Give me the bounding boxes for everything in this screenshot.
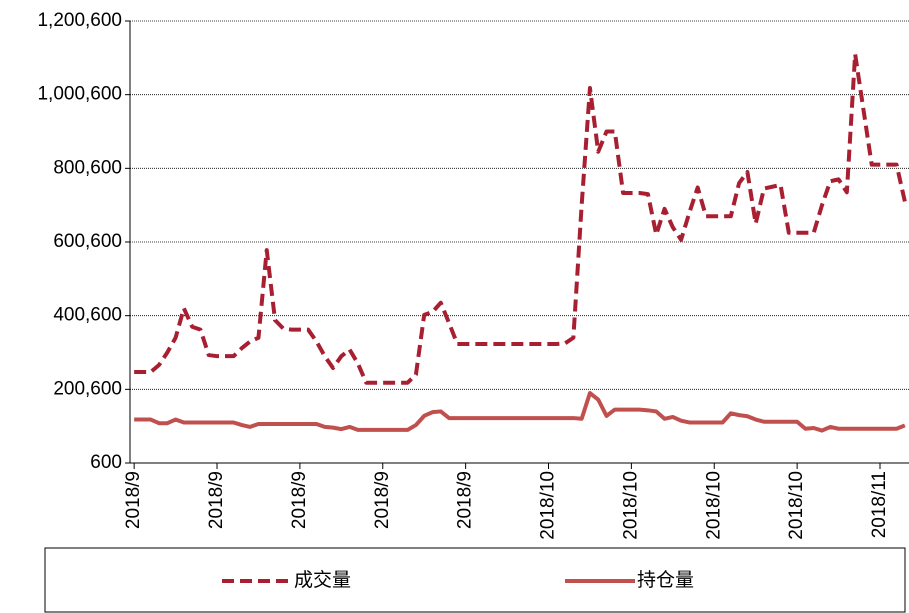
y-tick-label: 400,600 xyxy=(53,305,122,326)
x-tick-label: 2018/9 xyxy=(289,471,310,529)
x-tick-label: 2018/10 xyxy=(786,471,807,540)
y-tick-label: 1,000,600 xyxy=(37,84,122,105)
legend-label: 持仓量 xyxy=(637,569,694,591)
legend-box xyxy=(44,547,906,613)
x-tick-label: 2018/9 xyxy=(372,471,393,529)
y-tick-label: 800,600 xyxy=(53,157,122,178)
x-tick-label: 2018/10 xyxy=(538,471,559,540)
x-tick-label: 2018/10 xyxy=(620,471,641,540)
series-line xyxy=(134,391,906,433)
x-tick-label: 2018/9 xyxy=(206,471,227,529)
legend-label: 成交量 xyxy=(294,569,351,591)
x-tick-label: 2018/9 xyxy=(123,471,144,529)
y-tick-label: 600 xyxy=(90,452,122,473)
y-tick-label: 200,600 xyxy=(53,378,122,399)
x-tick-label: 2018/11 xyxy=(869,471,890,538)
x-tick-label: 2018/9 xyxy=(455,471,476,529)
y-tick-label: 600,600 xyxy=(53,231,122,252)
series-line xyxy=(134,52,907,385)
x-tick-label: 2018/10 xyxy=(703,471,724,540)
y-tick-label: 1,200,600 xyxy=(37,10,122,31)
